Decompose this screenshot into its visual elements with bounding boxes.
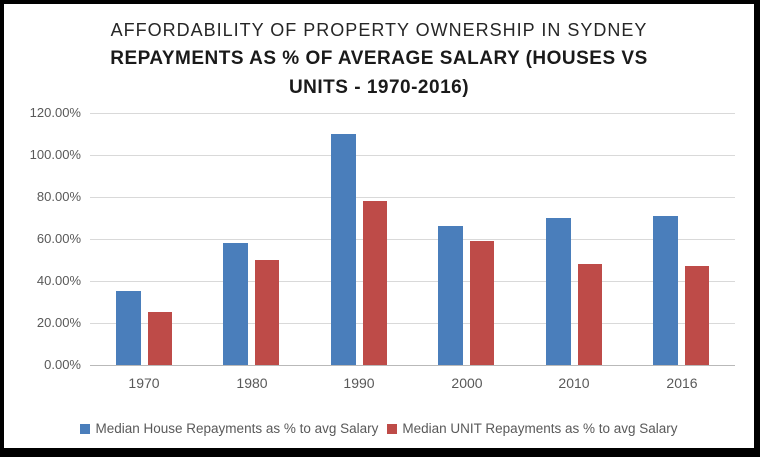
bar-unit-1980 [255, 260, 279, 365]
x-axis-tick-label: 1990 [343, 375, 375, 391]
legend: Median House Repayments as % to avg Sala… [4, 421, 754, 436]
legend-swatch-house-icon [80, 423, 91, 434]
gridline [90, 323, 735, 324]
gridline [90, 239, 735, 240]
gridline [90, 155, 735, 156]
legend-label: Median House Repayments as % to avg Sala… [95, 421, 379, 436]
bar-unit-2010 [578, 264, 602, 365]
bar-unit-2000 [470, 241, 494, 365]
bar-house-1980 [223, 243, 248, 365]
legend-swatch-unit-icon [387, 423, 398, 434]
y-axis-tick-label: 40.00% [36, 273, 81, 288]
x-axis-tick-label: 1980 [236, 375, 268, 391]
x-axis-tick-label: 2010 [558, 375, 590, 391]
gridline [90, 197, 735, 198]
y-axis-tick-label: 0.00% [44, 357, 81, 372]
gridline [90, 113, 735, 114]
y-axis-tick-label: 60.00% [36, 231, 81, 246]
bar-unit-1990 [363, 201, 387, 365]
y-axis-tick-label: 120.00% [29, 105, 81, 120]
legend-item-unit: Median UNIT Repayments as % to avg Salar… [387, 421, 678, 436]
x-axis-line [90, 365, 735, 366]
x-axis-tick-label: 2000 [451, 375, 483, 391]
bar-unit-1970 [148, 312, 172, 365]
bar-house-1990 [331, 134, 356, 365]
bar-house-2010 [546, 218, 571, 365]
y-axis-tick-label: 100.00% [29, 147, 81, 162]
bar-house-2000 [438, 226, 463, 365]
y-axis-tick-label: 20.00% [36, 315, 81, 330]
legend-label: Median UNIT Repayments as % to avg Salar… [402, 421, 678, 436]
chart-title-line2: REPAYMENTS AS % OF AVERAGE SALARY (HOUSE… [110, 48, 648, 98]
chart-title-line1: AFFORDABILITY OF PROPERTY OWNERSHIP IN S… [110, 20, 648, 40]
gridline [90, 281, 735, 282]
y-axis-tick-label: 80.00% [36, 189, 81, 204]
bar-house-2016 [653, 216, 678, 365]
bar-house-1970 [116, 291, 141, 365]
chart-title: AFFORDABILITY OF PROPERTY OWNERSHIP IN S… [4, 16, 754, 102]
x-axis-tick-label: 2016 [666, 375, 698, 391]
bar-unit-2016 [685, 266, 709, 365]
x-axis-tick-label: 1970 [128, 375, 160, 391]
legend-item-house: Median House Repayments as % to avg Sala… [80, 421, 378, 436]
